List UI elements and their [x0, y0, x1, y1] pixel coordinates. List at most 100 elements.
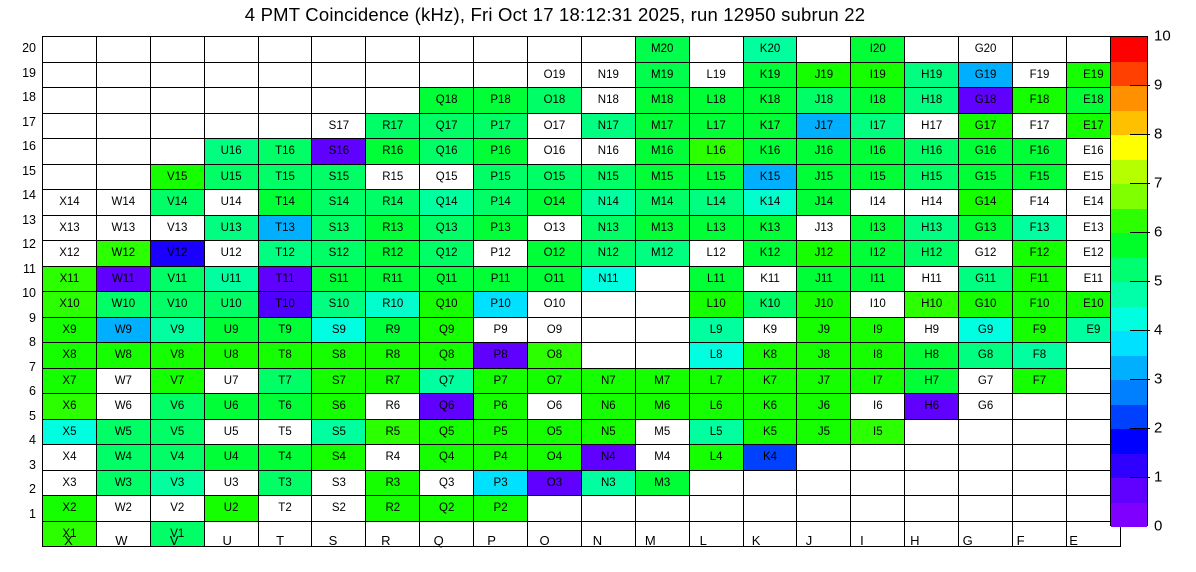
heatmap-cell-I15[interactable]: I15 — [850, 163, 906, 190]
heatmap-cell-K19[interactable]: K19 — [742, 61, 798, 88]
heatmap-cell-W8[interactable]: W8 — [95, 342, 151, 369]
heatmap-cell-L19[interactable]: L19 — [688, 61, 744, 88]
heatmap-cell-I9[interactable]: I9 — [850, 316, 906, 343]
heatmap-cell-empty[interactable] — [419, 520, 475, 547]
heatmap-cell-P6[interactable]: P6 — [473, 393, 529, 420]
heatmap-cell-F15[interactable]: F15 — [1012, 163, 1067, 190]
heatmap-cell-F7[interactable]: F7 — [1012, 367, 1067, 394]
heatmap-cell-V2[interactable]: V2 — [149, 495, 205, 522]
heatmap-cell-empty[interactable] — [850, 469, 906, 496]
heatmap-cell-I17[interactable]: I17 — [850, 112, 906, 139]
heatmap-cell-K7[interactable]: K7 — [742, 367, 798, 394]
heatmap-cell-S12[interactable]: S12 — [311, 240, 367, 267]
heatmap-cell-W6[interactable]: W6 — [95, 393, 151, 420]
heatmap-cell-K18[interactable]: K18 — [742, 87, 798, 114]
heatmap-cell-M7[interactable]: M7 — [634, 367, 690, 394]
heatmap-cell-W11[interactable]: W11 — [95, 265, 151, 292]
heatmap-cell-P16[interactable]: P16 — [473, 138, 529, 165]
heatmap-cell-I16[interactable]: I16 — [850, 138, 906, 165]
heatmap-cell-U11[interactable]: U11 — [203, 265, 259, 292]
heatmap-cell-W13[interactable]: W13 — [95, 214, 151, 241]
heatmap-cell-T6[interactable]: T6 — [257, 393, 313, 420]
heatmap-cell-R7[interactable]: R7 — [365, 367, 421, 394]
heatmap-cell-empty[interactable] — [149, 36, 205, 63]
heatmap-cell-P8[interactable]: P8 — [473, 342, 529, 369]
heatmap-cell-H12[interactable]: H12 — [904, 240, 960, 267]
heatmap-cell-V7[interactable]: V7 — [149, 367, 205, 394]
heatmap-cell-X7[interactable]: X7 — [42, 367, 97, 394]
heatmap-cell-N11[interactable]: N11 — [580, 265, 636, 292]
heatmap-cell-T12[interactable]: T12 — [257, 240, 313, 267]
heatmap-cell-J9[interactable]: J9 — [796, 316, 852, 343]
heatmap-cell-empty[interactable] — [958, 495, 1014, 522]
heatmap-cell-S6[interactable]: S6 — [311, 393, 367, 420]
heatmap-cell-empty[interactable] — [257, 112, 313, 139]
heatmap-cell-M6[interactable]: M6 — [634, 393, 690, 420]
heatmap-cell-V3[interactable]: V3 — [149, 469, 205, 496]
heatmap-cell-empty[interactable] — [311, 61, 367, 88]
heatmap-cell-empty[interactable] — [365, 87, 421, 114]
heatmap-cell-F17[interactable]: F17 — [1012, 112, 1067, 139]
heatmap-cell-empty[interactable] — [149, 87, 205, 114]
heatmap-cell-H18[interactable]: H18 — [904, 87, 960, 114]
heatmap-cell-L15[interactable]: L15 — [688, 163, 744, 190]
heatmap-cell-empty[interactable] — [257, 36, 313, 63]
heatmap-cell-empty[interactable] — [904, 444, 960, 471]
heatmap-cell-R10[interactable]: R10 — [365, 291, 421, 318]
heatmap-cell-M3[interactable]: M3 — [634, 469, 690, 496]
heatmap-cell-empty[interactable] — [42, 36, 97, 63]
heatmap-cell-empty[interactable] — [904, 520, 960, 547]
heatmap-cell-empty[interactable] — [1012, 520, 1067, 547]
heatmap-cell-empty[interactable] — [203, 61, 259, 88]
heatmap-cell-empty[interactable] — [796, 495, 852, 522]
heatmap-cell-H16[interactable]: H16 — [904, 138, 960, 165]
heatmap-cell-M14[interactable]: M14 — [634, 189, 690, 216]
heatmap-cell-J8[interactable]: J8 — [796, 342, 852, 369]
heatmap-cell-empty[interactable] — [95, 61, 151, 88]
heatmap-cell-X3[interactable]: X3 — [42, 469, 97, 496]
heatmap-cell-U9[interactable]: U9 — [203, 316, 259, 343]
heatmap-cell-H10[interactable]: H10 — [904, 291, 960, 318]
heatmap-cell-I7[interactable]: I7 — [850, 367, 906, 394]
heatmap-cell-V5[interactable]: V5 — [149, 418, 205, 445]
heatmap-cell-U16[interactable]: U16 — [203, 138, 259, 165]
heatmap-cell-L14[interactable]: L14 — [688, 189, 744, 216]
heatmap-cell-I18[interactable]: I18 — [850, 87, 906, 114]
heatmap-cell-P5[interactable]: P5 — [473, 418, 529, 445]
heatmap-cell-S7[interactable]: S7 — [311, 367, 367, 394]
heatmap-cell-S13[interactable]: S13 — [311, 214, 367, 241]
heatmap-cell-V4[interactable]: V4 — [149, 444, 205, 471]
heatmap-cell-Q5[interactable]: Q5 — [419, 418, 475, 445]
heatmap-cell-X10[interactable]: X10 — [42, 291, 97, 318]
heatmap-cell-Q18[interactable]: Q18 — [419, 87, 475, 114]
heatmap-cell-L4[interactable]: L4 — [688, 444, 744, 471]
heatmap-cell-S8[interactable]: S8 — [311, 342, 367, 369]
heatmap-cell-J16[interactable]: J16 — [796, 138, 852, 165]
heatmap-cell-I13[interactable]: I13 — [850, 214, 906, 241]
heatmap-cell-J14[interactable]: J14 — [796, 189, 852, 216]
heatmap-cell-empty[interactable] — [95, 87, 151, 114]
heatmap-cell-O15[interactable]: O15 — [527, 163, 582, 190]
heatmap-cell-F12[interactable]: F12 — [1012, 240, 1067, 267]
heatmap-cell-empty[interactable] — [473, 61, 529, 88]
heatmap-cell-K11[interactable]: K11 — [742, 265, 798, 292]
heatmap-cell-empty[interactable] — [527, 520, 582, 547]
heatmap-cell-S16[interactable]: S16 — [311, 138, 367, 165]
heatmap-cell-J15[interactable]: J15 — [796, 163, 852, 190]
heatmap-cell-X11[interactable]: X11 — [42, 265, 97, 292]
heatmap-cell-R4[interactable]: R4 — [365, 444, 421, 471]
heatmap-cell-empty[interactable] — [42, 138, 97, 165]
heatmap-cell-R17[interactable]: R17 — [365, 112, 421, 139]
heatmap-cell-M18[interactable]: M18 — [634, 87, 690, 114]
heatmap-cell-R8[interactable]: R8 — [365, 342, 421, 369]
heatmap-cell-J5[interactable]: J5 — [796, 418, 852, 445]
heatmap-cell-empty[interactable] — [419, 36, 475, 63]
heatmap-cell-empty[interactable] — [95, 36, 151, 63]
heatmap-cell-P18[interactable]: P18 — [473, 87, 529, 114]
heatmap-cell-V6[interactable]: V6 — [149, 393, 205, 420]
heatmap-cell-Q3[interactable]: Q3 — [419, 469, 475, 496]
heatmap-cell-F16[interactable]: F16 — [1012, 138, 1067, 165]
heatmap-cell-empty[interactable] — [527, 495, 582, 522]
heatmap-cell-empty[interactable] — [95, 112, 151, 139]
heatmap-cell-K15[interactable]: K15 — [742, 163, 798, 190]
